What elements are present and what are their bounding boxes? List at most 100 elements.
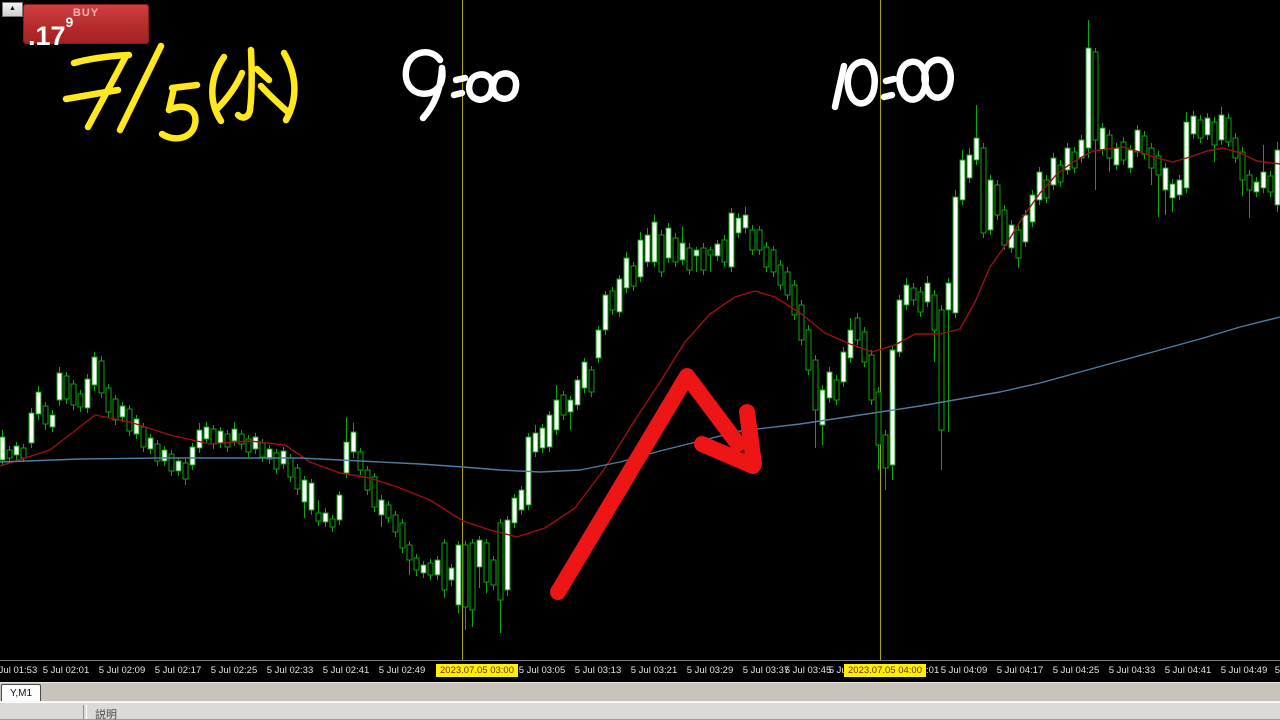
bull-candle-body [1127,149,1134,169]
bull-candle-body [966,154,973,179]
bull-candle-body [1204,117,1211,136]
bull-candle-body [133,418,140,435]
bear-candle-body [259,442,266,458]
candles [0,20,1280,633]
chart-area[interactable] [0,0,1280,660]
bear-candle-body [1120,141,1127,161]
up-arrow-icon: ▲ [9,5,16,12]
handwritten-date-stroke [234,46,255,121]
chart-tab-yjm1[interactable]: Y,M1 [1,684,41,703]
bear-candle-body [154,443,161,462]
bull-candle-body [644,234,651,263]
bull-candle-body [1050,157,1057,186]
bear-candle-body [483,542,490,583]
trend-arrow-stroke [739,404,762,472]
bear-candle-body [287,457,294,478]
handwritten-date-stroke [116,42,165,134]
bear-candle-body [105,387,112,413]
handwritten-time-stroke [465,71,496,103]
ma-slow-line [0,316,1280,473]
bull-candle-body [889,349,896,466]
bull-candle-body [924,282,931,303]
bull-candle-body [231,428,238,442]
bear-candle-body [1211,121,1218,146]
time-label: 5 Jul 04:57 [1274,665,1280,676]
bear-candle-body [833,379,840,401]
bear-candle-body [777,264,784,286]
bear-candle-body [1106,134,1113,159]
bull-candle-body [378,499,385,516]
bull-candle-body [539,427,546,449]
bull-candle-body [504,519,511,591]
bear-candle-body [294,467,301,490]
handwritten-date [62,42,298,142]
handwritten-date-stroke [209,53,228,125]
handwritten-date-stroke [280,49,298,124]
bull-candle-body [308,482,315,511]
bull-candle-body [119,405,126,418]
bear-candle-body [98,360,105,394]
bull-candle-body [56,372,63,401]
bear-candle-body [1232,137,1239,159]
bear-candle-body [182,462,189,480]
handwritten-time-stroke [489,70,520,102]
bear-candle-body [868,354,875,401]
bear-candle-body [364,469,371,491]
bear-candle-body [210,428,217,445]
bear-candle-body [413,557,420,571]
bear-candle-body [140,426,147,448]
bear-candle-body [315,512,322,522]
bull-candle-body [973,137,980,161]
handwritten-time [402,49,954,122]
bull-candle-body [161,449,168,462]
time-label: 5 Jul 03:29 [686,665,734,676]
bull-candle-body [1078,139,1085,159]
bull-candle-body [553,399,560,431]
bull-candle-body [1029,194,1036,223]
bull-candle-body [322,512,329,523]
bear-candle-body [812,359,819,411]
bull-candle-body [1099,127,1106,151]
bull-candle-body [49,414,56,428]
time-label: 5 Jul 02:49 [378,665,426,676]
handwritten-time-stroke [880,91,896,101]
bear-candle-body [931,294,938,331]
bear-candle-body [770,249,777,273]
bull-candle-body [595,329,602,359]
time-label: 5 Jul 03:37 [742,665,790,676]
bull-candle-body [1218,114,1225,141]
bear-candle-body [462,544,469,608]
buy-price-pip-digit: 9 [65,14,74,30]
bull-candle-body [952,196,959,314]
candlestick-chart[interactable] [0,0,1280,660]
buy-button[interactable]: BUY .179 [23,4,149,51]
bear-candle-body [427,562,434,576]
bull-candle-body [189,446,196,466]
bear-candle-body [1239,151,1246,181]
bear-candle-body [1001,209,1008,246]
bull-candle-body [1169,183,1176,199]
time-label: 5 Jul 04:33 [1108,665,1156,676]
bear-candle-body [70,383,77,406]
bear-candle-body [441,542,448,591]
lot-up-button[interactable]: ▲ [2,2,23,17]
vline-time-label: 2023.07.05 04:00 [844,664,926,677]
bull-candle-body [574,379,581,406]
handwritten-date-stroke [158,103,199,142]
bull-candle-body [217,430,224,444]
bull-candle-body [518,489,525,511]
time-label: 5 Jul 03:05 [518,665,566,676]
bull-candle-body [1253,181,1260,193]
bear-candle-body [854,317,861,341]
handwritten-time-stroke [831,62,848,111]
bear-candle-body [245,438,252,453]
bull-candle-body [567,399,574,413]
bear-candle-body [700,247,707,271]
bear-candle-body [721,239,728,263]
bull-candle-body [434,559,441,576]
bull-candle-body [679,242,686,261]
handwritten-time-stroke [896,58,929,103]
chart-tab-bar: Y,M1 [0,682,1280,703]
bear-candle-body [798,304,805,341]
bull-candle-body [1022,214,1029,243]
